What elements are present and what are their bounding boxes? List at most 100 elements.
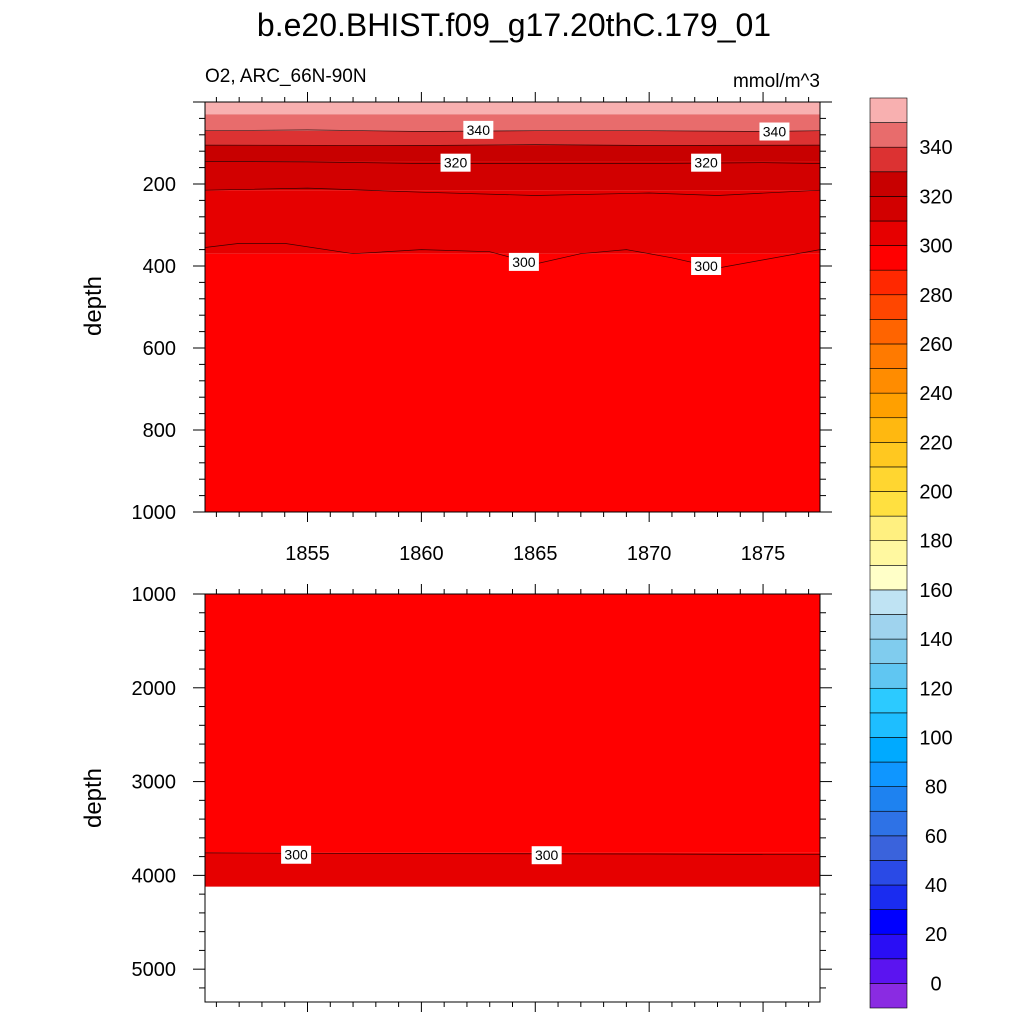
y-tick-label: 3000 [132,772,177,794]
colorbar-swatch [869,712,908,738]
contour-label-box [691,153,722,172]
colorbar-swatch [869,835,908,861]
colorbar-tick-label: 180 [919,531,952,553]
x-tick-label: 1875 [741,543,786,565]
colorbar-swatch [869,319,908,345]
y-tick-label: 4000 [132,865,177,887]
colorbar-swatch [869,442,908,468]
contour-fill-band [205,190,820,254]
contour-fill-band [205,114,820,131]
colorbar-swatch [869,269,908,296]
contour-fill-band [205,594,820,853]
chart-title: b.e20.BHIST.f09_g17.20thC.179_01 [257,7,771,43]
colorbar-tick-label: 40 [925,875,947,897]
variable-region-subtitle: O2, ARC_66N-90N [205,66,367,87]
colorbar-swatch [869,220,908,246]
colorbar-swatch [869,417,908,443]
contour-label-box [440,153,471,172]
colorbar-tick-label: 20 [925,924,947,946]
colorbar-swatch [869,171,908,197]
y-tick-label: 200 [143,174,176,196]
colorbar-swatch [869,294,908,320]
contour-fill-band [205,161,820,191]
colorbar-swatch [869,368,908,394]
colorbar-swatch [869,392,908,419]
contour-label-box [508,252,539,271]
colorbar-swatch [869,687,908,714]
contour-label: 340 [467,122,491,138]
colorbar-swatch [869,245,908,271]
colorbar-swatch [869,810,908,837]
contour-label: 320 [694,155,718,171]
contour-label-box [531,846,562,865]
colorbar-tick-label: 280 [919,285,952,307]
x-tick-label: 1865 [513,543,558,565]
colorbar-swatch [869,737,908,763]
contour-label: 340 [763,124,787,140]
colorbar-swatch [869,97,908,123]
contour-label-box [281,845,312,864]
colorbar-swatch [869,146,908,173]
x-tick-label: 1860 [399,543,444,565]
contour-fill-band [205,102,820,115]
y-tick-label: 800 [143,420,176,442]
y-tick-label: 1000 [132,584,177,606]
upper-depth-axis-label: depth [80,276,107,336]
contour-label: 300 [535,847,559,863]
contour-label: 300 [694,258,718,274]
y-tick-label: 2000 [132,678,177,700]
colorbar-tick-label: 340 [919,137,952,159]
colorbar-swatch [869,589,908,615]
colorbar-swatch [869,564,908,591]
y-tick-label: 400 [143,256,176,278]
colorbar-swatch [869,491,908,517]
colorbar-tick-label: 160 [919,580,952,602]
colorbar-swatch [869,614,908,640]
colorbar-swatch [869,540,908,566]
upper-depth-panel: 340 340 320 320 300 300 1855 1860 1865 1870 1875 20… [132,92,832,565]
y-tick-label: 600 [143,338,176,360]
y-tick-label: 5000 [132,959,177,981]
contour-fill-band [205,145,820,162]
colorbar-swatch [869,196,908,222]
colorbar-tick-label: 0 [930,973,941,995]
contour-label-box [759,122,790,141]
contour-fill-band [205,130,820,146]
colorbar-swatch [869,786,908,812]
contour-label: 300 [512,254,536,270]
contour-label-box [463,120,494,139]
x-tick-label: 1855 [285,543,330,565]
lower-depth-panel: 300 300 1000 2000 3000 4000 5000 [132,584,832,1012]
colorbar-tick-label: 240 [919,383,952,405]
colorbar-tick-label: 200 [919,482,952,504]
colorbar-tick-label: 260 [919,334,952,356]
contour-label: 320 [444,155,468,171]
units-subtitle: mmol/m^3 [733,71,820,92]
colorbar-swatch [869,466,908,492]
contour-fill-band [205,253,820,512]
colorbar-swatch [869,122,908,148]
colorbar-swatch [869,663,908,689]
colorbar-swatch [869,515,908,542]
lower-depth-axis-label: depth [80,768,107,828]
colorbar-tick-label: 120 [919,678,952,700]
y-tick-label: 1000 [132,502,177,524]
colorbar-tick-label: 300 [919,236,952,258]
colorbar-swatch [869,933,908,960]
contour-line [204,144,821,146]
colorbar-swatch [869,860,908,886]
colorbar-swatch [869,343,908,369]
colorbar-swatch [869,983,908,1009]
contour-label-box [691,257,722,275]
colorbar-swatch [869,909,908,935]
colorbar-tick-label: 320 [919,186,952,208]
colorbar-tick-label: 60 [925,826,947,848]
colorbar-tick-label: 100 [919,727,952,749]
colorbar-swatch [869,761,908,787]
colorbar-swatch [869,638,908,664]
colorbar-tick-label: 80 [925,777,947,799]
contour-line [204,161,821,164]
contour-label: 300 [284,847,308,863]
colorbar-tick-label: 220 [919,432,952,454]
contour-line [204,187,821,196]
